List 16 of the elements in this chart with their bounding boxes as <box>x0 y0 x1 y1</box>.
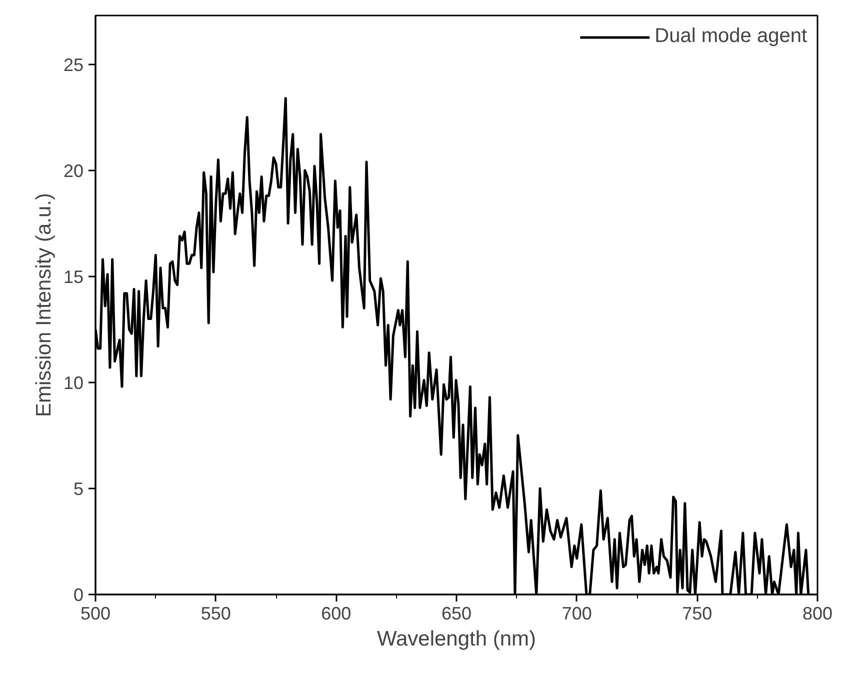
x-tick-label: 800 <box>802 604 833 624</box>
x-tick-label: 750 <box>682 604 712 624</box>
x-tick-label: 700 <box>562 604 592 624</box>
x-tick-label: 550 <box>200 604 231 624</box>
y-tick-label: 0 <box>73 585 84 605</box>
x-tick-label: 600 <box>321 604 352 624</box>
y-tick-label: 5 <box>73 478 84 499</box>
y-tick-label: 10 <box>63 372 84 393</box>
x-tick-label: 500 <box>80 604 111 624</box>
y-tick-label: 25 <box>63 54 84 75</box>
x-axis-title: Wavelength (nm) <box>376 628 536 650</box>
y-tick-label: 20 <box>63 160 84 181</box>
y-axis-title: Emission Intensity (a.u.) <box>32 192 56 418</box>
x-tick-label: 650 <box>441 604 472 624</box>
legend-label: Dual mode agent <box>654 25 807 48</box>
y-tick-label: 15 <box>63 266 84 287</box>
